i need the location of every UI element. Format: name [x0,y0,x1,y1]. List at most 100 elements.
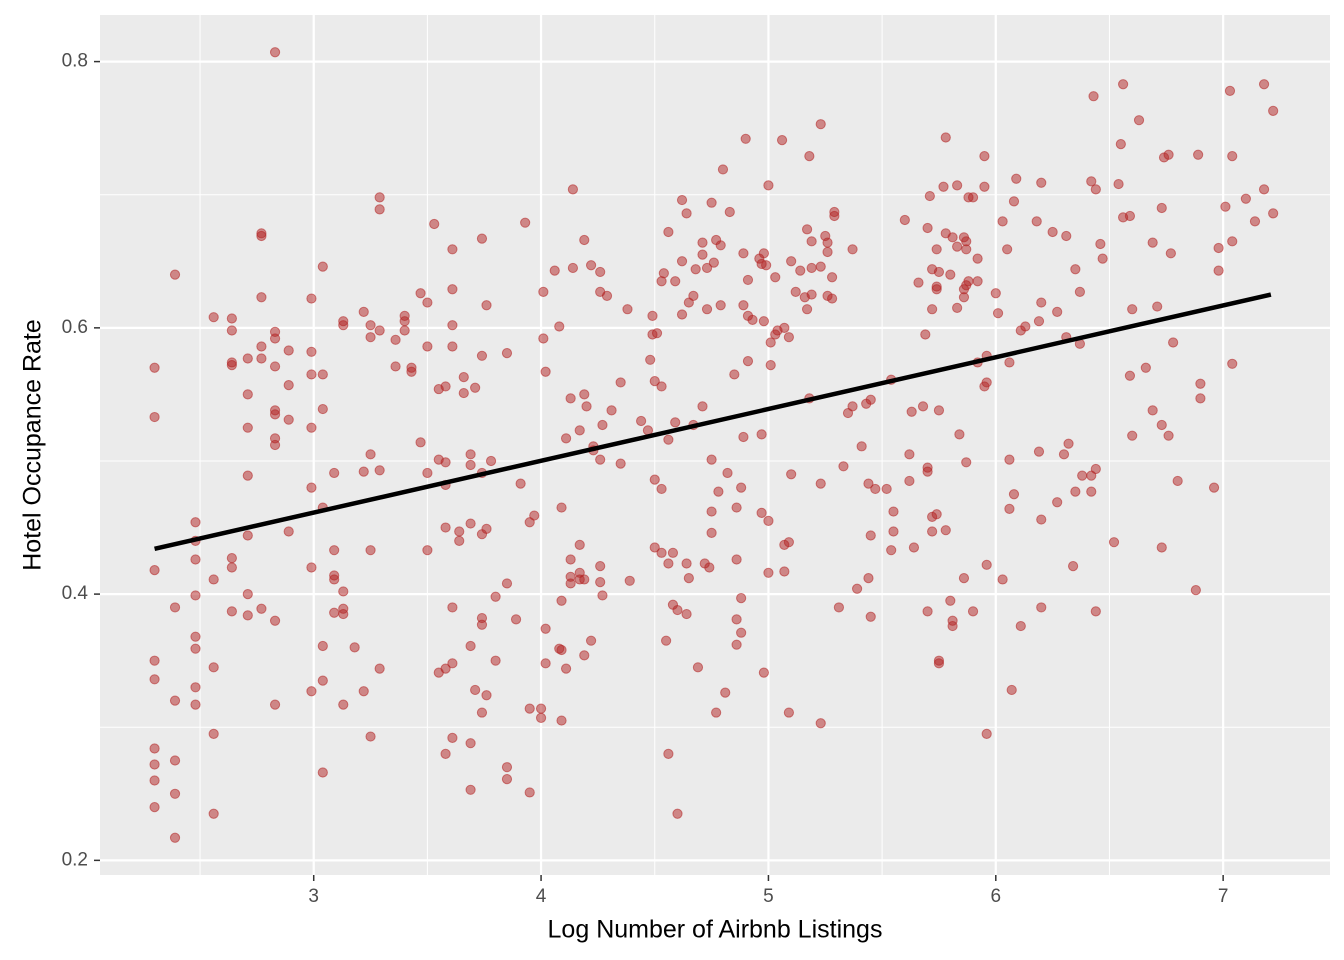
point [226,313,237,324]
point [581,401,592,412]
points [149,47,1279,843]
point [706,454,717,465]
point [422,341,433,352]
point [738,300,749,311]
point [358,686,369,697]
point [1268,105,1279,116]
y-tick-label: 0.4 [62,583,89,604]
point [1033,316,1045,327]
point [149,743,160,754]
point [579,650,590,661]
point [329,545,340,556]
point [829,210,840,222]
point [667,547,679,558]
point [1213,265,1224,276]
point [972,253,983,264]
point [1133,115,1145,126]
point [672,604,683,616]
point [967,606,979,617]
point [242,610,253,621]
point [815,261,826,272]
point [447,658,458,669]
point [406,366,417,377]
point [447,320,458,331]
point [706,506,717,517]
point [697,249,708,260]
point [865,611,876,622]
point [242,530,253,541]
point [256,292,267,303]
point [415,437,426,448]
point [1172,475,1183,487]
point [815,478,826,489]
point [556,644,567,656]
point [663,558,674,569]
point [1088,91,1099,102]
point [1008,489,1020,500]
point [1118,79,1129,90]
point [647,310,658,321]
point [390,334,401,345]
point [863,478,874,489]
point [169,695,181,706]
point [579,234,590,246]
point [465,518,476,529]
point [624,575,635,586]
point [1020,321,1031,332]
point [440,381,451,392]
point [838,461,849,472]
point [465,738,476,749]
point [169,788,181,799]
point [952,180,963,191]
point [931,509,942,520]
point [742,274,754,286]
point [933,405,945,416]
point [924,190,935,202]
point [1127,304,1138,315]
point [1036,177,1047,188]
point [317,640,328,652]
point [501,348,513,359]
point [556,715,567,726]
point [922,222,933,234]
point [681,208,692,219]
point [904,475,915,487]
point [1095,238,1106,250]
point [940,525,951,536]
point [169,602,181,613]
point [595,454,606,465]
point [742,356,754,367]
point [979,181,990,192]
point [847,244,858,255]
point [242,589,253,600]
point [1227,151,1238,162]
point [440,522,451,533]
point [1156,202,1167,214]
point [656,547,667,558]
point [967,192,979,203]
point [190,682,201,693]
point [242,389,253,400]
point [501,762,513,773]
point [597,590,608,601]
point [481,300,492,311]
point [904,449,915,460]
point [945,269,956,280]
point [1163,149,1174,160]
x-axis-title: Log Number of Airbnb Listings [548,916,883,944]
point [822,246,833,258]
point [979,151,990,162]
point [783,537,794,548]
point [1258,184,1270,195]
point [422,297,433,308]
point [524,703,535,714]
y-tick-label: 0.2 [62,849,88,870]
point [454,526,465,537]
point [485,455,497,467]
point [447,341,458,352]
point [847,401,858,412]
point [806,236,817,247]
point [938,181,949,192]
point [658,268,669,279]
point [1156,542,1167,553]
